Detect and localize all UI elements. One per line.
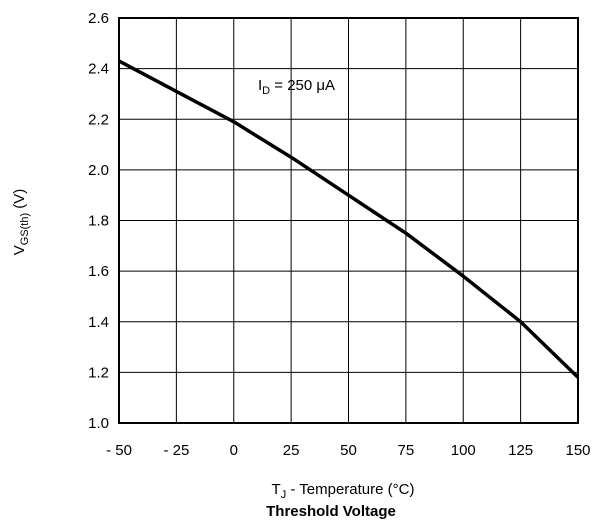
x-axis-label: TJ - Temperature (°C) xyxy=(272,481,415,501)
series-layer xyxy=(118,59,580,379)
x-axis-label-rest: - Temperature (°C) xyxy=(286,481,414,498)
x-tick-label: 100 xyxy=(451,442,476,459)
x-tick-label: 75 xyxy=(398,442,415,459)
chart-caption: Threshold Voltage xyxy=(266,503,396,520)
y-tick-label: 2.4 xyxy=(88,61,109,78)
y-tick-label: 1.2 xyxy=(88,364,109,381)
series-line xyxy=(118,59,580,379)
y-axis-label: VGS(th) (V) xyxy=(11,189,31,256)
y-axis-label-rest: (V) xyxy=(11,189,28,213)
y-tick-label: 2.6 xyxy=(88,10,109,27)
x-axis-label-main: T xyxy=(272,481,281,498)
y-tick-labels: 1.0 1.2 1.4 1.6 1.8 2.0 2.2 2.4 2.6 xyxy=(88,10,109,432)
y-tick-label: 1.0 xyxy=(88,415,109,432)
y-axis-label-main: V xyxy=(11,245,28,255)
x-tick-label: - 25 xyxy=(163,442,189,459)
x-tick-labels: - 50 - 25 0 25 50 75 100 125 150 xyxy=(106,442,590,459)
current-annotation: ID = 250 μA xyxy=(258,77,335,97)
x-tick-label: 125 xyxy=(508,442,533,459)
plot-frame xyxy=(118,17,579,424)
y-tick-label: 1.4 xyxy=(88,314,109,331)
annotation-rest: = 250 μA xyxy=(270,77,335,94)
x-tick-label: 150 xyxy=(565,442,590,459)
x-tick-label: 25 xyxy=(283,442,300,459)
grid-lines xyxy=(118,17,579,424)
y-tick-label: 2.0 xyxy=(88,162,109,179)
y-axis-label-sub: GS(th) xyxy=(19,213,31,245)
annotation-sub: D xyxy=(262,85,270,97)
y-tick-label: 1.6 xyxy=(88,263,109,280)
x-tick-label: 50 xyxy=(340,442,357,459)
x-axis-label-sub: J xyxy=(281,489,287,501)
annotation-main: I xyxy=(258,77,262,94)
y-tick-label: 2.2 xyxy=(88,111,109,128)
x-tick-label: 0 xyxy=(230,442,238,459)
x-tick-label: - 50 xyxy=(106,442,132,459)
y-tick-label: 1.8 xyxy=(88,213,109,230)
